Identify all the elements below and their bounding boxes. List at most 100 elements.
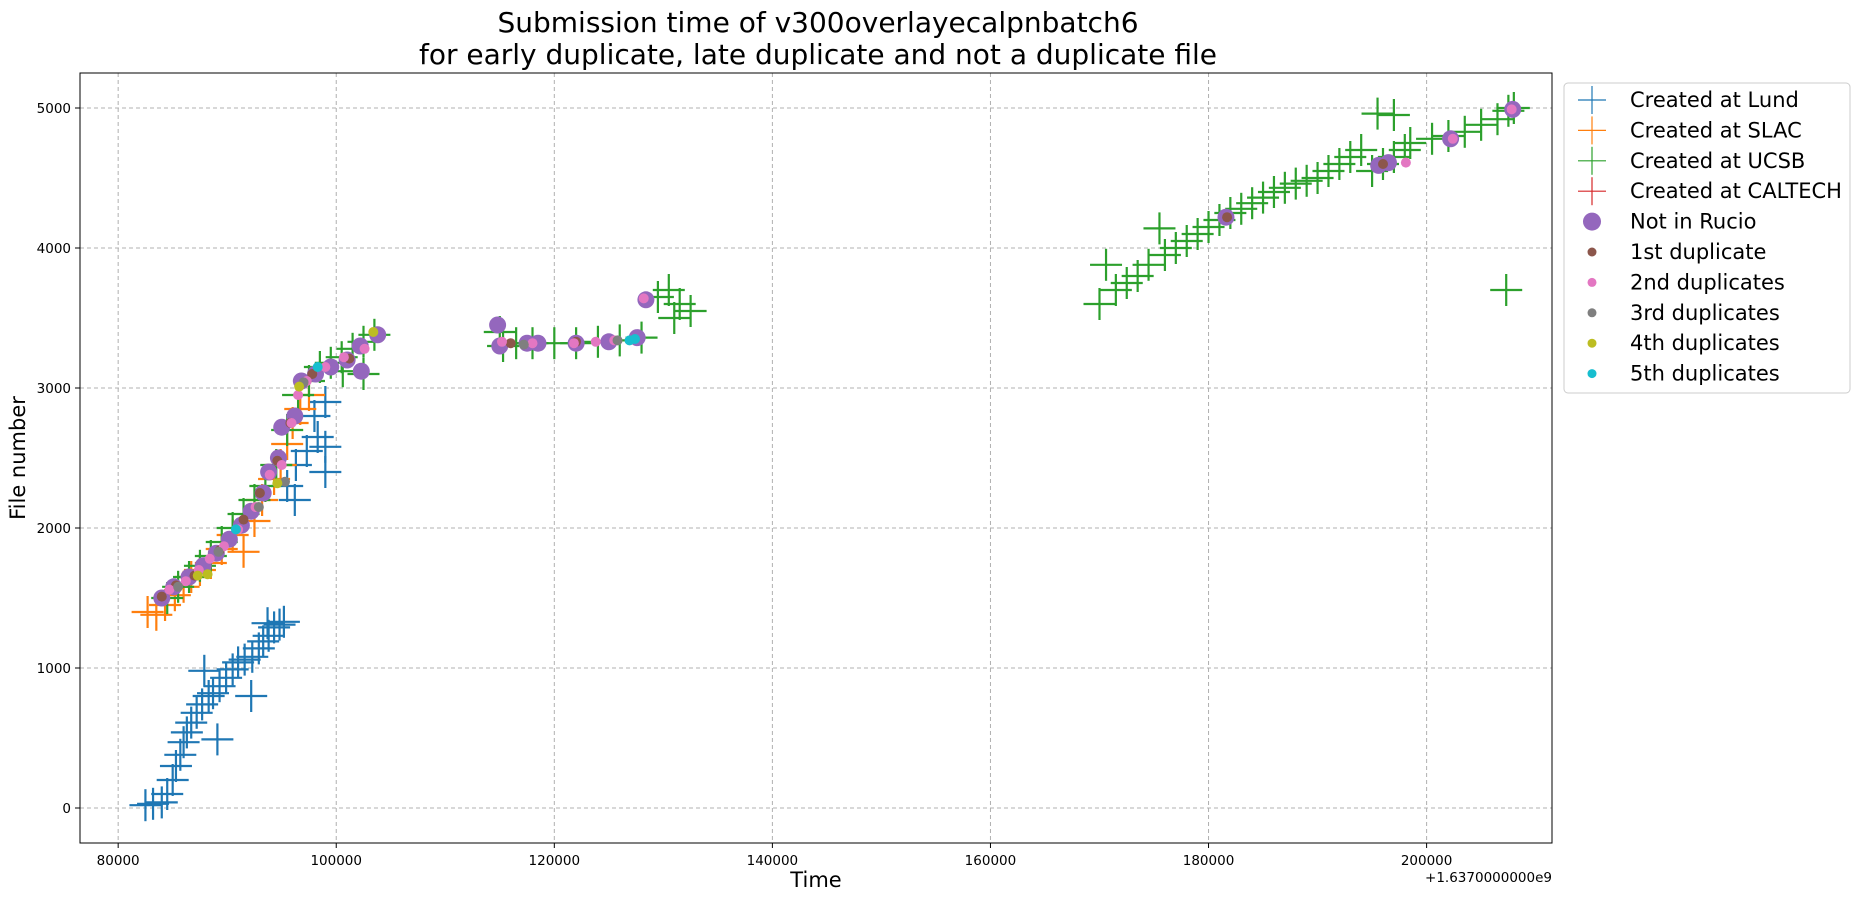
y-axis-label: File number (6, 396, 30, 520)
data-point (137, 787, 170, 820)
data-points (129, 92, 1530, 822)
legend-item-created-at-caltech: Created at CALTECH (1578, 177, 1842, 206)
data-point (1400, 157, 1411, 168)
legend-marker (1587, 247, 1597, 257)
legend-label: Not in Rucio (1630, 210, 1756, 234)
series-5th-duplicates (230, 334, 640, 535)
data-point (251, 607, 284, 640)
legend-marker (1578, 86, 1606, 114)
legend-item-4th-duplicates: 4th duplicates (1587, 331, 1780, 355)
data-point (254, 488, 265, 498)
plot-area-frame (79, 72, 1553, 844)
data-point (235, 680, 268, 712)
data-point (309, 456, 342, 488)
legend-marker (1578, 116, 1606, 145)
data-point (1090, 248, 1123, 281)
x-tick-label: 140000 (747, 853, 799, 869)
series-3rd-duplicates (173, 335, 623, 592)
data-point (527, 338, 538, 349)
data-point (197, 677, 230, 710)
data-point (267, 605, 300, 638)
grid-lines (80, 73, 1552, 843)
data-point (230, 524, 241, 535)
data-point (204, 553, 215, 564)
data-point (368, 327, 379, 337)
y-tick-label: 4000 (37, 241, 71, 257)
legend-item-1st-duplicate: 1st duplicate (1587, 240, 1766, 264)
data-point (1506, 104, 1517, 115)
series-2nd-duplicates (164, 104, 1517, 595)
data-point (222, 646, 255, 679)
data-point (192, 570, 203, 581)
data-point (129, 789, 162, 822)
data-point (173, 581, 184, 592)
data-point (359, 343, 370, 354)
legend: Created at Lund Created at SLAC Created at… (1563, 82, 1851, 394)
legend-label: Created at SLAC (1630, 118, 1802, 142)
data-point (612, 335, 623, 346)
legend-label: 4th duplicates (1630, 331, 1780, 355)
data-point (210, 661, 243, 694)
data-point (629, 334, 640, 344)
chart-title-line-1: Submission time of v300overlayecalpnbatc… (497, 6, 1138, 39)
data-point (1345, 134, 1378, 166)
data-point (227, 535, 260, 568)
data-point (278, 484, 311, 516)
y-tick-label: 5000 (37, 101, 71, 117)
data-point (489, 316, 507, 334)
legend-marker (1587, 369, 1597, 379)
data-point (253, 502, 264, 512)
data-point (180, 696, 213, 729)
data-point (272, 478, 283, 489)
series-4th-duplicates (192, 327, 379, 581)
data-point (264, 469, 275, 480)
data-point (309, 386, 342, 418)
data-point (167, 726, 200, 759)
legend-label: Created at Lund (1630, 88, 1799, 112)
x-axis-label: Time (789, 868, 841, 892)
data-point (1222, 212, 1233, 223)
legend-item-5th-duplicates: 5th duplicates (1587, 362, 1780, 386)
data-point (658, 302, 691, 334)
data-point (1143, 212, 1176, 245)
data-point (674, 295, 707, 327)
data-point (188, 654, 221, 687)
y-tick-label: 3000 (37, 381, 71, 397)
legend-item-created-at-lund: Created at Lund (1578, 86, 1799, 114)
legend-item-not-in-rucio: Not in Rucio (1583, 210, 1756, 234)
data-point (1490, 274, 1523, 306)
x-tick-label: 200000 (1401, 853, 1453, 869)
legend-label: 2nd duplicates (1630, 270, 1785, 294)
data-point (1377, 99, 1410, 131)
data-point (202, 569, 213, 580)
data-point (170, 716, 203, 749)
data-point (1377, 159, 1388, 169)
x-axis-offset-label: +1.6370000000e9 (1425, 870, 1552, 886)
legend-marker (1587, 277, 1597, 287)
data-point (238, 514, 249, 525)
legend-marker (1587, 338, 1597, 348)
data-point (131, 596, 164, 628)
legend-label: Created at UCSB (1630, 149, 1805, 173)
legend-marker (1583, 212, 1601, 231)
data-point (213, 546, 224, 557)
data-point (151, 778, 184, 810)
data-point (156, 591, 167, 602)
axis-ticks: 80000 100000 120000 140000 160000 180000 20000… (37, 101, 1453, 869)
data-point (307, 369, 318, 379)
y-tick-label: 1000 (37, 661, 71, 677)
legend-box (1563, 82, 1851, 394)
data-point (156, 764, 189, 796)
data-point (338, 352, 349, 363)
data-point (1447, 133, 1458, 144)
y-tick-label: 0 (62, 801, 71, 817)
data-point (1361, 97, 1394, 130)
data-point (164, 584, 175, 595)
data-point (145, 786, 178, 819)
data-point (320, 362, 331, 372)
data-point (638, 293, 649, 304)
data-point (518, 339, 529, 350)
data-point (312, 362, 323, 372)
data-point (1465, 108, 1498, 141)
